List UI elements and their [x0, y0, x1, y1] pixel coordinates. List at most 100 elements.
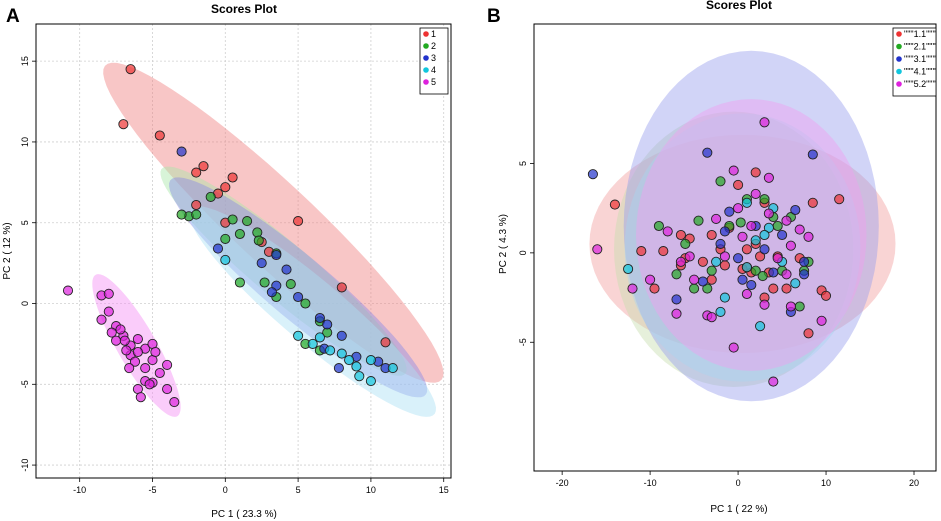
data-point-group-5.2: [803, 231, 814, 242]
data-point-group-1.1: [719, 260, 730, 271]
data-point-group-5.2: [728, 165, 739, 176]
legend-marker: [423, 43, 429, 49]
data-point-group-1.1: [781, 283, 792, 294]
data-point-group-1.1: [768, 283, 779, 294]
confidence-ellipse-group-5.2: [636, 99, 867, 371]
x-tick-label: 10: [366, 485, 376, 495]
legend-marker: [896, 56, 902, 62]
data-point-group-5: [132, 346, 143, 358]
confidence-ellipse-group-1: [103, 62, 444, 383]
data-point-group-4.1: [719, 292, 730, 303]
data-point-group-2.1: [653, 220, 664, 232]
data-point-group-1.1: [706, 229, 717, 241]
data-point-group-5.2: [728, 342, 739, 353]
y-tick-label: -5: [518, 338, 528, 346]
data-point-group-4: [354, 371, 365, 382]
data-point-group-4: [314, 332, 325, 343]
data-point-group-3: [314, 312, 325, 324]
data-point-group-3.1: [671, 294, 682, 305]
data-point-group-1.1: [750, 167, 761, 178]
panel-b-ticks: -20 -10 0 10 20 -5 0 5: [518, 161, 919, 488]
y-tick-label: 0: [518, 250, 528, 255]
x-tick-label: 10: [821, 478, 831, 488]
data-point-group-1.1: [706, 274, 717, 285]
panel-a-x-axis-label: PC 1 ( 23.3 %): [211, 509, 277, 520]
legend-marker: [896, 81, 902, 87]
data-point-group-2.1: [680, 238, 691, 249]
panel-b-legend: """1.1""" """2.1""" """3.1""" """4.1""" """5…: [892, 27, 937, 97]
x-tick-label: 5: [296, 485, 301, 495]
data-point-group-3: [322, 319, 333, 330]
data-point-group-2: [253, 235, 264, 246]
data-point-group-5: [162, 384, 173, 395]
data-point-group-1: [293, 216, 304, 227]
data-point-group-5: [135, 392, 146, 403]
data-point-group-5.2: [645, 274, 656, 285]
data-point-group-4: [365, 376, 376, 387]
data-point-group-2: [234, 277, 245, 288]
data-point-group-5: [132, 334, 143, 345]
data-point-group-1.1: [649, 283, 660, 294]
data-point-group-5.2: [750, 188, 761, 199]
legend-label: 1: [431, 29, 436, 39]
data-point-group-5: [62, 285, 74, 296]
x-tick-label: -5: [148, 485, 156, 495]
data-point-group-5: [129, 356, 141, 367]
y-tick-label: 5: [518, 161, 528, 166]
data-point-group-4: [220, 254, 231, 265]
data-point-group-5.2: [741, 288, 752, 300]
data-point-group-3.1: [807, 149, 818, 160]
data-point-group-1.1: [741, 244, 752, 255]
data-point-group-5.2: [772, 253, 783, 264]
data-point-group-1: [227, 172, 238, 183]
data-point-group-5: [150, 346, 161, 358]
data-point-group-5.2: [794, 224, 805, 235]
data-point-group-3.1: [799, 256, 810, 267]
data-point-group-3: [336, 330, 347, 341]
panel-b-y-axis-label: PC 2 ( 4.3 %): [498, 214, 509, 274]
data-point-group-4: [351, 361, 362, 372]
panel-b: B Scores Plot -20 -10 0 10 20 -5 0 5 PC 1 ( 22 …: [487, 0, 937, 515]
data-point-group-5: [115, 324, 126, 335]
data-point-group-5: [96, 314, 107, 325]
data-point-group-2: [252, 227, 263, 238]
confidence-ellipse-group-2.1: [614, 111, 854, 387]
data-point-group-1.1: [733, 179, 744, 190]
data-point-group-1.1: [807, 197, 818, 208]
data-point-group-5.2: [689, 274, 700, 285]
data-point-group-4.1: [763, 222, 774, 233]
x-tick-label: 0: [736, 478, 741, 488]
data-point-group-3: [271, 249, 282, 261]
data-point-group-1.1: [697, 256, 708, 267]
data-point-group-5.2: [684, 251, 695, 262]
data-point-group-4: [387, 363, 398, 374]
data-point-group-1.1: [834, 194, 845, 205]
data-point-group-3: [256, 258, 267, 269]
data-point-group-4.1: [790, 278, 801, 289]
confidence-ellipse-group-1.1: [589, 134, 896, 353]
legend-label: 4: [431, 65, 436, 75]
panel-b-plot-frame: [533, 23, 937, 472]
data-point-group-5.2: [781, 215, 792, 226]
data-point-group-1: [191, 199, 202, 211]
panel-b-title: Scores Plot: [706, 0, 772, 12]
data-point-group-4.1: [755, 321, 766, 332]
y-tick-label: -10: [20, 459, 30, 472]
data-point-group-1: [198, 161, 209, 172]
data-point-group-5.2: [592, 244, 603, 255]
data-point-group-5.2: [737, 231, 748, 242]
data-point-group-5.2: [785, 240, 796, 251]
legend-label: 2: [431, 41, 436, 51]
data-point-group-2.1: [750, 265, 761, 276]
x-tick-label: 20: [909, 478, 919, 488]
data-point-group-5.2: [706, 312, 717, 323]
data-point-group-3.1: [746, 279, 757, 291]
data-point-group-1.1: [609, 199, 620, 210]
data-point-group-4.1: [759, 229, 770, 241]
data-point-group-5: [144, 379, 155, 390]
data-point-group-2.1: [689, 283, 700, 294]
data-point-group-3.1: [587, 169, 598, 180]
data-point-group-1: [220, 182, 231, 193]
